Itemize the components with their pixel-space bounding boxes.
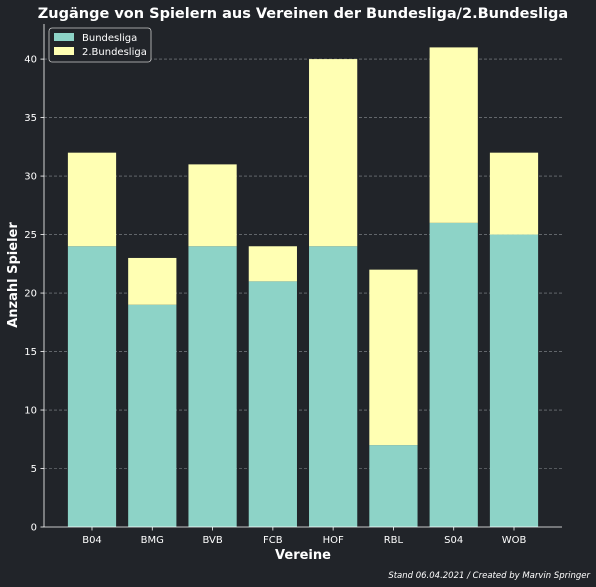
bar-wob-2-bundesliga — [489, 152, 539, 235]
bar-s04-bundesliga — [429, 222, 478, 527]
bar-rbl-bundesliga — [369, 445, 418, 527]
legend-label-bundesliga: Bundesliga — [82, 33, 137, 44]
x-tick-label-bvb: BVB — [202, 535, 222, 546]
bar-bvb-2-bundesliga — [188, 164, 237, 247]
bars — [67, 47, 539, 528]
footer-credit: Stand 06.04.2021 / Created by Marvin Spr… — [388, 571, 590, 581]
axes — [43, 24, 562, 528]
y-tick-label: 30 — [24, 172, 37, 183]
x-tick-label-wob: WOB — [502, 535, 527, 546]
legend: Bundesliga 2.Bundesliga — [48, 27, 152, 63]
x-tick-label-s04: S04 — [444, 535, 463, 546]
legend-swatch-2-bundesliga — [54, 47, 74, 55]
legend-swatch-bundesliga — [54, 33, 74, 41]
bar-fcb-2-bundesliga — [248, 246, 297, 282]
y-tick-label: 5 — [31, 464, 37, 475]
x-tick-label-rbl: RBL — [384, 535, 404, 546]
legend-label-2-bundesliga: 2.Bundesliga — [82, 47, 147, 58]
y-tick-label: 40 — [24, 55, 37, 66]
y-tick-label: 0 — [31, 523, 37, 534]
y-tick-label: 20 — [24, 289, 37, 300]
bar-bvb-bundesliga — [188, 246, 237, 528]
y-tick-label: 35 — [24, 113, 37, 124]
x-tick-label-bmg: BMG — [141, 535, 164, 546]
bar-hof-bundesliga — [309, 246, 358, 528]
bar-hof-2-bundesliga — [309, 59, 358, 247]
y-ticks: 0 5 10 15 20 25 30 35 40 — [24, 55, 44, 534]
bar-bmg-2-bundesliga — [128, 257, 177, 305]
x-tick-label-hof: HOF — [323, 535, 344, 546]
y-tick-label: 10 — [24, 406, 37, 417]
bar-b04-2-bundesliga — [67, 152, 117, 247]
bar-fcb-bundesliga — [248, 281, 297, 527]
bar-s04-2-bundesliga — [429, 47, 478, 223]
legend-box — [48, 27, 152, 63]
bar-bmg-bundesliga — [128, 304, 177, 527]
bar-rbl-2-bundesliga — [369, 269, 418, 446]
x-tick-label-b04: B04 — [82, 535, 102, 546]
y-tick-label: 25 — [24, 230, 37, 241]
chart-title: Zugänge von Spielern aus Vereinen der Bu… — [38, 6, 568, 22]
y-tick-label: 15 — [24, 347, 37, 358]
x-axis-label: Vereine — [275, 548, 331, 563]
x-ticks: B04 BMG BVB FCB HOF RBL S04 WOB — [82, 527, 526, 546]
bar-b04-bundesliga — [67, 246, 117, 528]
bar-wob-bundesliga — [489, 234, 539, 527]
x-tick-label-fcb: FCB — [263, 535, 283, 546]
grid-lines — [44, 58, 562, 469]
y-axis-label: Anzahl Spieler — [6, 222, 21, 328]
